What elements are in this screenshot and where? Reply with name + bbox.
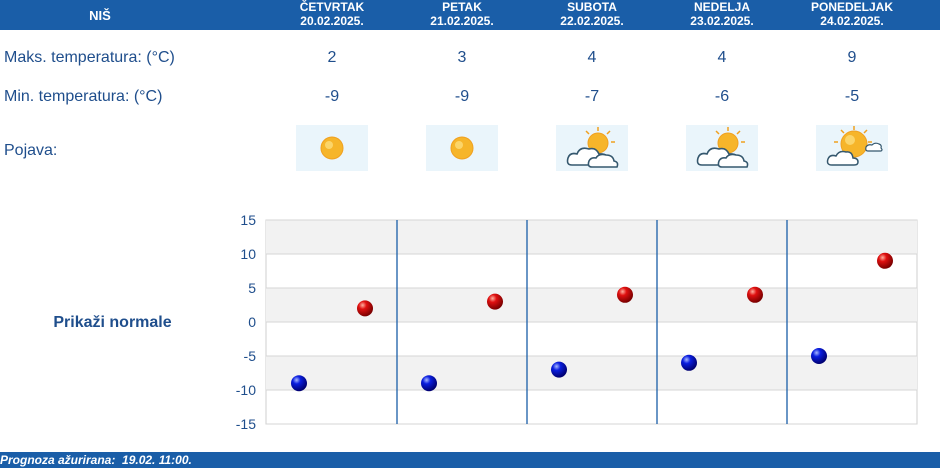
day-weekday: PONEDELJAK bbox=[810, 0, 893, 14]
y-tick-label: -5 bbox=[244, 348, 257, 364]
min-temp-marker bbox=[681, 354, 697, 371]
chart-grid bbox=[266, 219, 917, 425]
sun-cloud-icon bbox=[686, 125, 758, 171]
day-header-3: SUBOTA 22.02.2025. bbox=[527, 0, 657, 28]
day-date: 22.02.2025. bbox=[560, 14, 624, 28]
temperature-chart: 15 10 5 0 -5 -10 -15 bbox=[236, 212, 918, 432]
day-weekday: PETAK bbox=[442, 0, 482, 14]
sun-cloud-icon bbox=[556, 125, 628, 171]
day-weekday: SUBOTA bbox=[567, 0, 617, 14]
y-tick-label: -15 bbox=[236, 416, 256, 432]
min-temp-label: Min. temperatura: (°C) bbox=[4, 88, 163, 105]
min-temp-value: -9 bbox=[454, 88, 470, 105]
y-tick-label: -10 bbox=[236, 382, 256, 398]
min-temp-marker bbox=[551, 361, 567, 378]
min-temp-marker bbox=[291, 375, 307, 392]
max-temp-label: Maks. temperatura: (°C) bbox=[4, 49, 175, 66]
min-temp-marker bbox=[421, 375, 437, 392]
sun-icon bbox=[426, 125, 498, 171]
y-tick-label: 10 bbox=[240, 246, 256, 262]
max-temp-marker bbox=[877, 252, 893, 269]
max-temp-value: 9 bbox=[847, 49, 857, 66]
day-header-2: PETAK 21.02.2025. bbox=[397, 0, 527, 28]
day-date: 21.02.2025. bbox=[430, 14, 494, 28]
max-temp-value: 3 bbox=[457, 49, 467, 66]
min-temp-value: -7 bbox=[584, 88, 600, 105]
y-tick-label: 15 bbox=[240, 212, 256, 228]
forecast-updated: Prognoza ažurirana: 19.02. 11:00. bbox=[0, 452, 940, 468]
sun-cloud-icon bbox=[816, 125, 888, 171]
min-temp-marker bbox=[811, 348, 827, 364]
plot-band bbox=[266, 220, 917, 254]
min-temp-value: -6 bbox=[714, 88, 730, 105]
min-temp-value: -5 bbox=[844, 88, 860, 105]
phenomenon-label: Pojava: bbox=[4, 142, 58, 159]
day-header-4: NEDELJA 23.02.2025. bbox=[657, 0, 787, 28]
plot-band bbox=[266, 288, 917, 322]
max-temp-value: 2 bbox=[327, 49, 337, 66]
sun-icon bbox=[296, 125, 368, 171]
day-header-5: PONEDELJAK 24.02.2025. bbox=[787, 0, 917, 28]
day-date: 24.02.2025. bbox=[820, 14, 884, 28]
max-temp-marker bbox=[617, 286, 633, 303]
day-date: 23.02.2025. bbox=[690, 14, 754, 28]
chart-markers bbox=[291, 252, 893, 392]
max-temp-marker bbox=[487, 293, 503, 310]
header-bar: NIŠ ČETVRTAK 20.02.2025. PETAK 21.02.202… bbox=[0, 0, 940, 30]
y-tick-label: 0 bbox=[248, 314, 256, 330]
max-temp-marker bbox=[357, 300, 373, 317]
max-temp-value: 4 bbox=[717, 49, 727, 66]
day-date: 20.02.2025. bbox=[300, 14, 364, 28]
day-weekday: ČETVRTAK bbox=[299, 0, 365, 14]
plot-band bbox=[266, 356, 917, 390]
max-temp-marker bbox=[747, 286, 763, 303]
day-header-1: ČETVRTAK 20.02.2025. bbox=[267, 0, 397, 28]
y-tick-label: 5 bbox=[248, 280, 256, 296]
city-name: NIŠ bbox=[89, 8, 111, 23]
chart-y-axis: 15 10 5 0 -5 -10 -15 bbox=[236, 212, 256, 432]
min-temp-value: -9 bbox=[324, 88, 340, 105]
day-weekday: NEDELJA bbox=[693, 0, 750, 14]
show-normals-link[interactable]: Prikaži normale bbox=[53, 314, 172, 331]
max-temp-value: 4 bbox=[587, 49, 597, 66]
